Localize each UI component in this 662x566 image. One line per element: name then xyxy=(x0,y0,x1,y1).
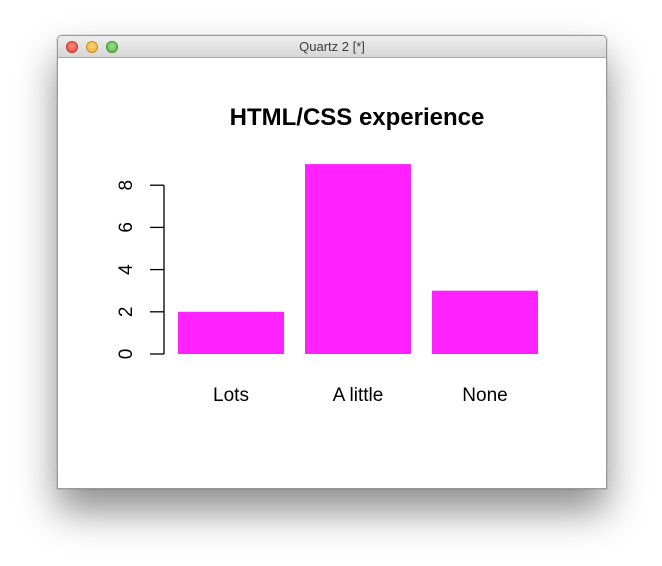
zoom-window-button[interactable] xyxy=(106,41,118,53)
bar-a-little xyxy=(305,164,411,354)
bar-none xyxy=(432,290,538,354)
x-labels-group: Lots A little None xyxy=(213,385,508,406)
bar-chart: HTML/CSS experience 0 2 4 6 8 Lots A little No… xyxy=(116,104,538,406)
close-window-button[interactable] xyxy=(66,41,78,53)
y-tick-label: 0 xyxy=(116,349,137,360)
bar-lots xyxy=(178,311,284,354)
window-title: Quartz 2 [*] xyxy=(299,39,365,54)
x-category-label: None xyxy=(462,385,507,406)
x-category-label: A little xyxy=(333,385,384,406)
y-tick-label: 8 xyxy=(116,180,137,191)
minimize-window-button[interactable] xyxy=(86,41,98,53)
chart-title: HTML/CSS experience xyxy=(230,104,485,131)
quartz-window: Quartz 2 [*] HTML/CSS experience 0 2 4 6 8 L… xyxy=(57,35,607,489)
x-category-label: Lots xyxy=(213,385,249,406)
y-axis: 0 2 4 6 8 xyxy=(116,180,165,360)
window-titlebar[interactable]: Quartz 2 [*] xyxy=(58,36,606,58)
y-tick-label: 4 xyxy=(116,264,137,275)
y-tick-label: 2 xyxy=(116,307,137,318)
y-tick-label: 6 xyxy=(116,222,137,233)
bars-group xyxy=(178,164,538,354)
